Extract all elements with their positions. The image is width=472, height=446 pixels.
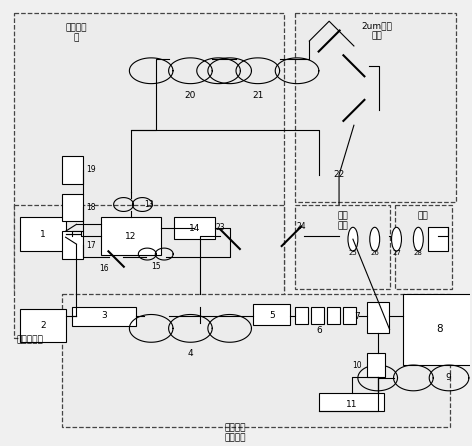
Text: 17: 17 [86,241,96,250]
Text: 23: 23 [215,223,225,232]
Text: 8: 8 [436,324,442,334]
Text: 28: 28 [414,250,423,256]
Text: 12: 12 [125,232,137,241]
Bar [20,309,66,342]
Bar [343,306,356,324]
Text: 27: 27 [392,250,401,256]
Text: 16: 16 [100,264,109,273]
Text: 25: 25 [348,250,357,256]
Bar [62,231,84,259]
Ellipse shape [370,227,379,251]
Bar [14,13,284,291]
Text: 19: 19 [86,165,96,174]
Ellipse shape [348,227,358,251]
Text: 差频: 差频 [337,211,348,220]
Text: 放大模块: 放大模块 [224,434,246,442]
Text: 模块: 模块 [371,31,382,40]
Bar [295,306,308,324]
Bar [253,304,290,326]
Text: 26: 26 [370,250,379,256]
Text: 22: 22 [333,170,345,179]
Bar [367,353,385,377]
Text: 分离脉冲: 分离脉冲 [224,424,246,433]
Text: 输出: 输出 [418,211,429,220]
Text: 种子源模块: 种子源模块 [16,335,43,344]
Text: 片: 片 [74,33,79,42]
Text: 14: 14 [189,224,200,233]
Text: 6: 6 [316,326,322,335]
Text: 20: 20 [185,91,196,100]
Text: 11: 11 [346,400,358,409]
Bar [295,13,456,202]
Ellipse shape [413,227,423,251]
Text: 13: 13 [144,200,153,209]
Text: 18: 18 [86,203,96,212]
Bar [395,205,452,289]
Bar [62,156,84,184]
Bar [62,194,84,221]
Text: 2um宽谱: 2um宽谱 [361,21,392,30]
Bar [367,301,388,333]
Bar [174,217,215,239]
Bar [428,227,448,251]
Bar [319,393,384,411]
Text: 10: 10 [352,360,362,370]
Bar [327,306,340,324]
Text: 9: 9 [445,373,451,382]
Ellipse shape [392,227,402,251]
Text: 2: 2 [40,321,46,330]
Text: 4: 4 [187,349,193,358]
Bar [101,217,160,255]
Text: 模块: 模块 [337,221,348,231]
Bar [62,294,450,427]
Text: 3: 3 [101,311,107,320]
Text: 15: 15 [151,262,160,272]
Text: 5: 5 [269,311,275,320]
Bar [14,205,284,338]
Text: 7: 7 [354,312,360,321]
Text: 24: 24 [296,222,306,231]
Bar [72,306,136,326]
Bar [404,294,472,365]
Text: 21: 21 [252,91,263,100]
Text: 1: 1 [40,230,46,239]
Bar [295,205,389,289]
Text: 调谐滤光: 调谐滤光 [66,23,87,32]
Bar [20,217,66,251]
Bar [312,306,324,324]
